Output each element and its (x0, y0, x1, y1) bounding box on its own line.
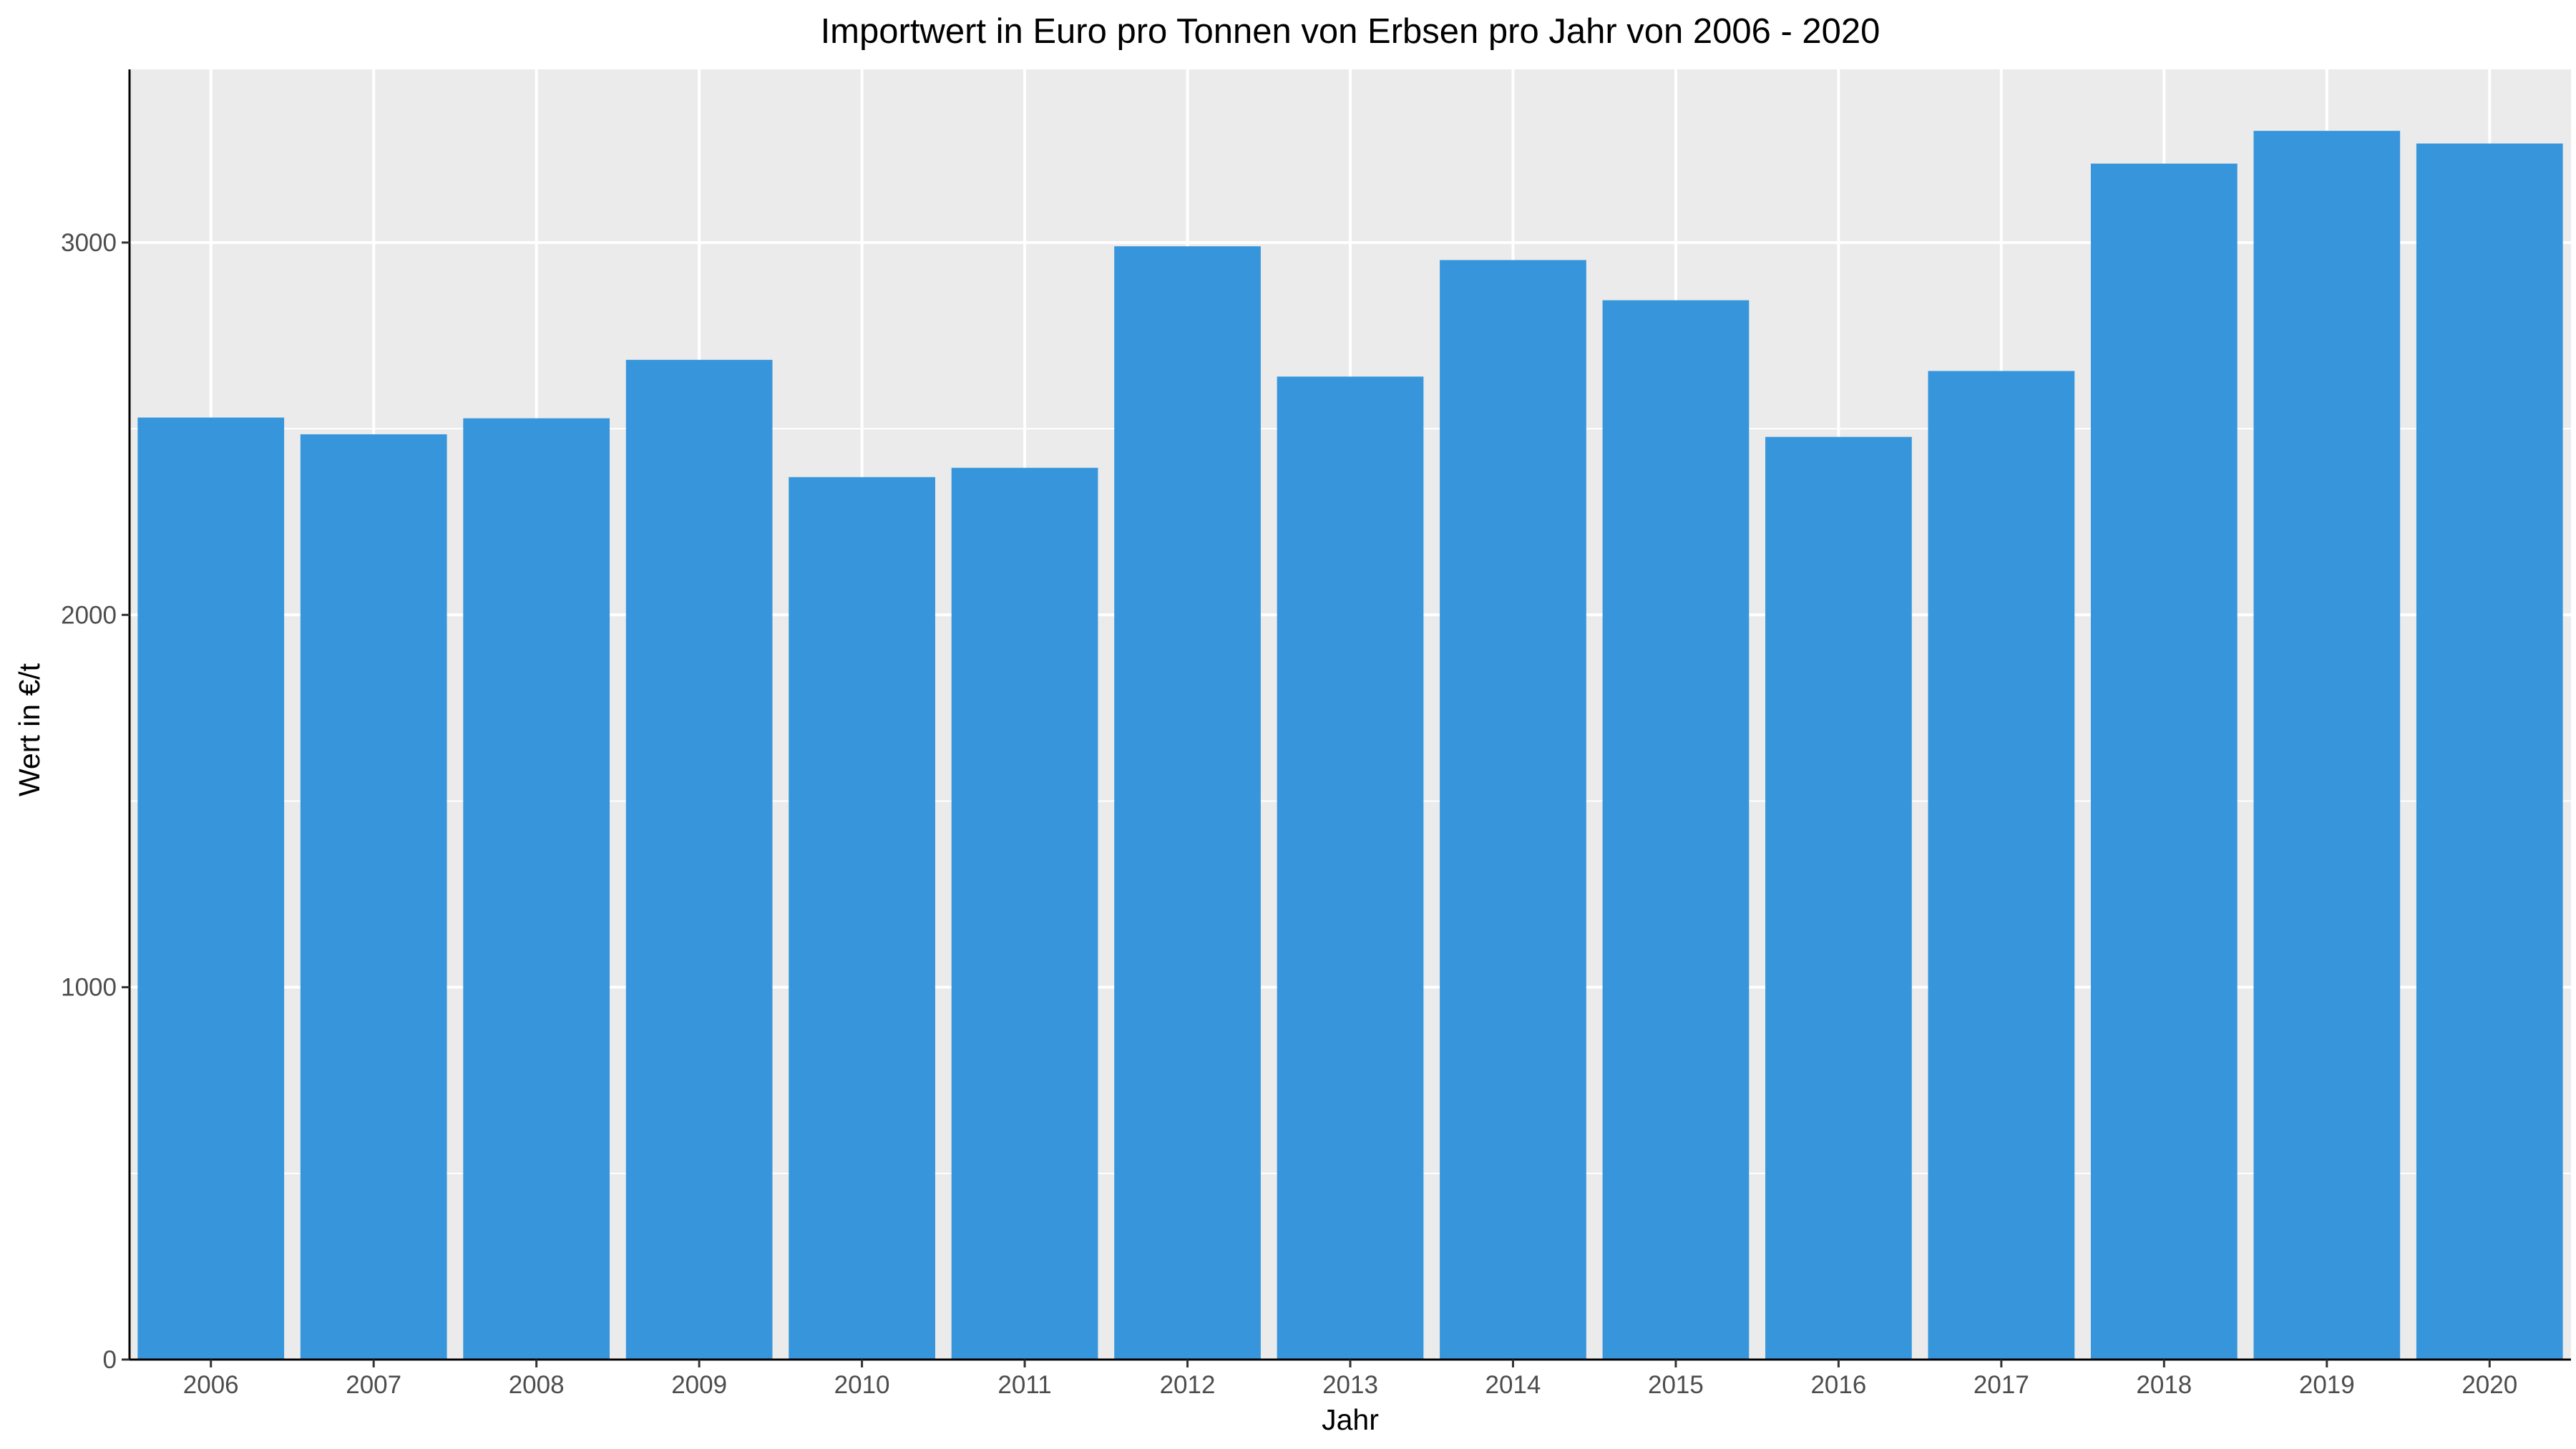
y-axis-title: Wert in €/t (13, 663, 46, 796)
x-tick-label: 2014 (1485, 1371, 1541, 1399)
bar-2014 (1440, 260, 1586, 1360)
bar-2013 (1277, 376, 1424, 1360)
x-axis-title: Jahr (1322, 1403, 1379, 1436)
bar-2007 (300, 434, 447, 1360)
bar-2012 (1114, 246, 1261, 1360)
bar-2006 (137, 417, 285, 1360)
x-tick-label: 2019 (2299, 1371, 2355, 1399)
x-tick-label: 2008 (509, 1371, 565, 1399)
y-tick-label: 2000 (61, 601, 117, 629)
x-tick-label: 2020 (2462, 1371, 2517, 1399)
x-tick-label: 2013 (1322, 1371, 1378, 1399)
bar-2011 (951, 467, 1098, 1360)
x-tick-label: 2016 (1810, 1371, 1866, 1399)
y-tick-label: 1000 (61, 974, 117, 1002)
x-tick-label: 2011 (997, 1371, 1051, 1399)
bar-2008 (463, 418, 610, 1360)
x-tick-label: 2018 (2136, 1371, 2192, 1399)
x-tick-label: 2012 (1160, 1371, 1216, 1399)
bar-2016 (1765, 436, 1912, 1360)
x-tick-label: 2015 (1648, 1371, 1704, 1399)
tick-layer: 0 1000 2000 3000 2006 2007 2008 2009 2010 2011 201… (61, 229, 2517, 1399)
bar-2020 (2416, 143, 2563, 1360)
bar-layer (137, 130, 2563, 1360)
x-tick-label: 2017 (1974, 1371, 2029, 1399)
bar-2017 (1928, 371, 2075, 1360)
y-tick-label: 0 (103, 1346, 117, 1374)
x-tick-label: 2006 (183, 1371, 239, 1399)
bar-2018 (2090, 163, 2238, 1360)
bar-2019 (2253, 130, 2401, 1360)
chart-title: Importwert in Euro pro Tonnen von Erbsen… (821, 12, 1880, 51)
x-tick-label: 2010 (834, 1371, 890, 1399)
bar-2009 (625, 359, 773, 1360)
x-tick-label: 2009 (671, 1371, 727, 1399)
x-tick-label: 2007 (346, 1371, 401, 1399)
y-tick-label: 3000 (61, 229, 117, 257)
bar-2010 (789, 477, 935, 1360)
bar-2015 (1602, 300, 1750, 1360)
